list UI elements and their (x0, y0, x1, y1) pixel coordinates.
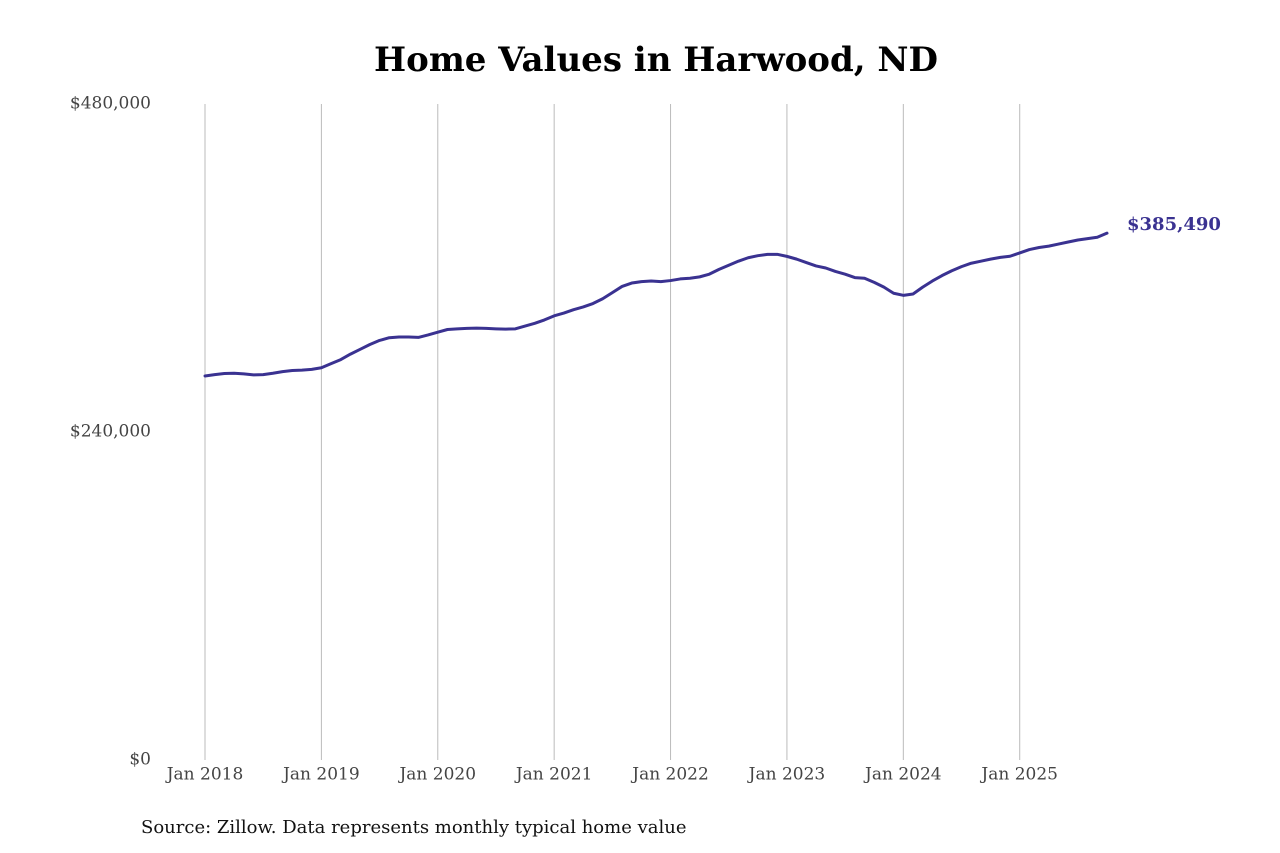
x-tick-label: Jan 2021 (514, 765, 593, 785)
chart-title: Home Values in Harwood, ND (374, 40, 938, 80)
x-tick-label: Jan 2023 (747, 765, 826, 785)
source-note: Source: Zillow. Data represents monthly … (141, 817, 687, 838)
line (203, 231, 1109, 378)
x-tick-label: Jan 2019 (281, 765, 360, 785)
x-tick-label: Jan 2020 (397, 765, 476, 785)
x-tick-label: Jan 2022 (630, 765, 709, 785)
y-tick-label: $480,000 (70, 94, 151, 114)
y-tick-label: $240,000 (70, 422, 151, 442)
x-tick-label: Jan 2024 (863, 765, 942, 785)
value-label: $385,490 (1127, 214, 1221, 235)
y-tick-label: $0 (129, 750, 151, 770)
x-tick-label: Jan 2018 (165, 765, 244, 785)
x-tick-label: Jan 2025 (979, 765, 1058, 785)
